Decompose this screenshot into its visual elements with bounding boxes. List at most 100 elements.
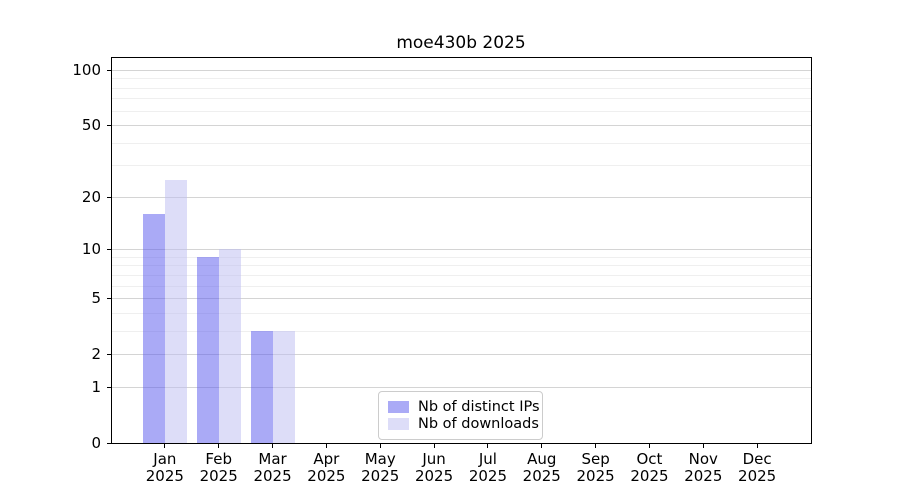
x-tick-month-nov: Nov <box>688 450 718 468</box>
top-spine <box>111 57 812 58</box>
y-tick-label-50: 50 <box>81 116 101 135</box>
x-tick-year-may: 2025 <box>361 467 400 485</box>
x-tick-month-may: May <box>364 450 396 468</box>
bar-distinct-ips-mar <box>250 330 273 443</box>
y-tick-label-0: 0 <box>91 434 101 452</box>
x-tick-nov <box>702 444 704 448</box>
x-tick-month-feb: Feb <box>205 450 232 468</box>
y-tick-label-1: 1 <box>91 377 101 396</box>
y-tick-label-5: 5 <box>91 289 101 308</box>
x-tick-dec <box>756 444 758 448</box>
y-gridline-major-10 <box>112 249 811 251</box>
x-tick-feb <box>218 444 220 448</box>
bar-downloads-mar <box>272 330 295 443</box>
x-tick-label-apr: Apr 2025 <box>296 451 356 485</box>
x-tick-year-apr: 2025 <box>307 467 346 485</box>
y-gridline-major-1 <box>112 386 811 388</box>
x-tick-year-jan: 2025 <box>145 467 184 485</box>
x-tick-year-feb: 2025 <box>199 467 238 485</box>
x-tick-label-mar: Mar 2025 <box>243 451 303 485</box>
right-spine <box>811 57 812 444</box>
x-tick-month-mar: Mar <box>258 450 287 468</box>
y-gridline-minor-70 <box>112 98 811 100</box>
x-tick-month-jun: Jun <box>422 450 446 468</box>
y-tick-label-20: 20 <box>81 187 101 206</box>
chart-title: moe430b 2025 <box>396 33 526 53</box>
x-tick-year-jul: 2025 <box>468 467 508 485</box>
x-tick-label-feb: Feb 2025 <box>189 451 249 485</box>
y-gridline-major-5 <box>112 298 811 300</box>
y-tick-label-2: 2 <box>91 345 101 364</box>
x-tick-mar <box>272 444 274 448</box>
y-gridline-minor-4 <box>112 312 811 314</box>
legend-item-distinct-ips: Nb of distinct IPs <box>388 399 540 415</box>
legend-label-downloads: Nb of downloads <box>418 416 539 432</box>
x-tick-jul <box>487 444 489 448</box>
x-tick-year-mar: 2025 <box>253 467 292 485</box>
y-gridline-minor-7 <box>112 274 811 276</box>
y-gridline-minor-40 <box>112 142 811 144</box>
y-tick-10 <box>107 249 111 251</box>
x-tick-jan <box>164 444 166 448</box>
y-gridline-major-2 <box>112 354 811 356</box>
y-gridline-minor-8 <box>112 265 811 267</box>
legend-swatch-downloads <box>388 418 409 430</box>
y-gridline-major-100 <box>112 70 811 71</box>
y-tick-100 <box>107 70 111 71</box>
x-tick-year-nov: 2025 <box>684 467 723 485</box>
bar-distinct-ips-jan <box>142 214 165 443</box>
y-gridline-minor-90 <box>112 78 811 80</box>
y-tick-label-100: 100 <box>72 61 101 79</box>
y-tick-1 <box>107 386 111 388</box>
y-gridline-minor-9 <box>112 256 811 258</box>
x-tick-label-jun: Jun 2025 <box>404 451 464 485</box>
x-tick-month-sep: Sep <box>581 450 610 468</box>
x-tick-month-dec: Dec <box>742 450 772 468</box>
y-gridline-minor-6 <box>112 285 811 287</box>
bar-distinct-ips-feb <box>196 256 219 443</box>
y-gridline-minor-60 <box>112 110 811 112</box>
x-tick-year-sep: 2025 <box>576 467 615 485</box>
y-tick-2 <box>107 354 111 356</box>
x-tick-month-jul: Jul <box>478 450 497 468</box>
bar-downloads-feb <box>218 249 241 443</box>
y-gridline-minor-30 <box>112 165 811 167</box>
left-spine <box>111 57 112 444</box>
y-tick-0 <box>107 443 111 444</box>
x-tick-label-jan: Jan 2025 <box>135 451 195 485</box>
x-tick-sep <box>595 444 597 448</box>
x-tick-jun <box>433 444 435 448</box>
x-tick-oct <box>648 444 650 448</box>
legend-swatch-distinct-ips <box>388 401 409 413</box>
x-tick-may <box>379 444 381 448</box>
x-tick-aug <box>541 444 543 448</box>
x-tick-year-dec: 2025 <box>738 467 777 485</box>
legend-item-downloads: Nb of downloads <box>388 416 539 432</box>
y-gridline-major-20 <box>112 196 811 198</box>
x-tick-apr <box>325 444 327 448</box>
y-tick-20 <box>107 196 111 198</box>
y-tick-50 <box>107 125 111 127</box>
x-tick-label-sep: Sep 2025 <box>566 451 626 485</box>
legend: Nb of distinct IPs Nb of downloads <box>378 391 543 440</box>
x-tick-label-aug: Aug 2025 <box>512 451 572 485</box>
bottom-spine <box>111 443 812 444</box>
x-tick-year-aug: 2025 <box>522 467 561 485</box>
x-tick-label-oct: Oct 2025 <box>619 451 679 485</box>
y-tick-5 <box>107 298 111 300</box>
legend-label-distinct-ips: Nb of distinct IPs <box>418 399 540 415</box>
x-tick-label-nov: Nov 2025 <box>673 451 733 485</box>
bar-downloads-jan <box>164 179 187 443</box>
x-tick-year-jun: 2025 <box>414 467 454 485</box>
x-tick-month-jan: Jan <box>153 450 177 468</box>
x-tick-label-dec: Dec 2025 <box>727 451 787 485</box>
plot-area <box>112 58 811 443</box>
x-tick-year-oct: 2025 <box>630 467 669 485</box>
y-gridline-minor-80 <box>112 87 811 89</box>
x-tick-month-aug: Aug <box>527 450 557 468</box>
x-tick-month-apr: Apr <box>313 450 340 468</box>
y-tick-label-10: 10 <box>81 240 101 259</box>
y-gridline-minor-3 <box>112 330 811 332</box>
y-gridline-major-50 <box>112 125 811 127</box>
